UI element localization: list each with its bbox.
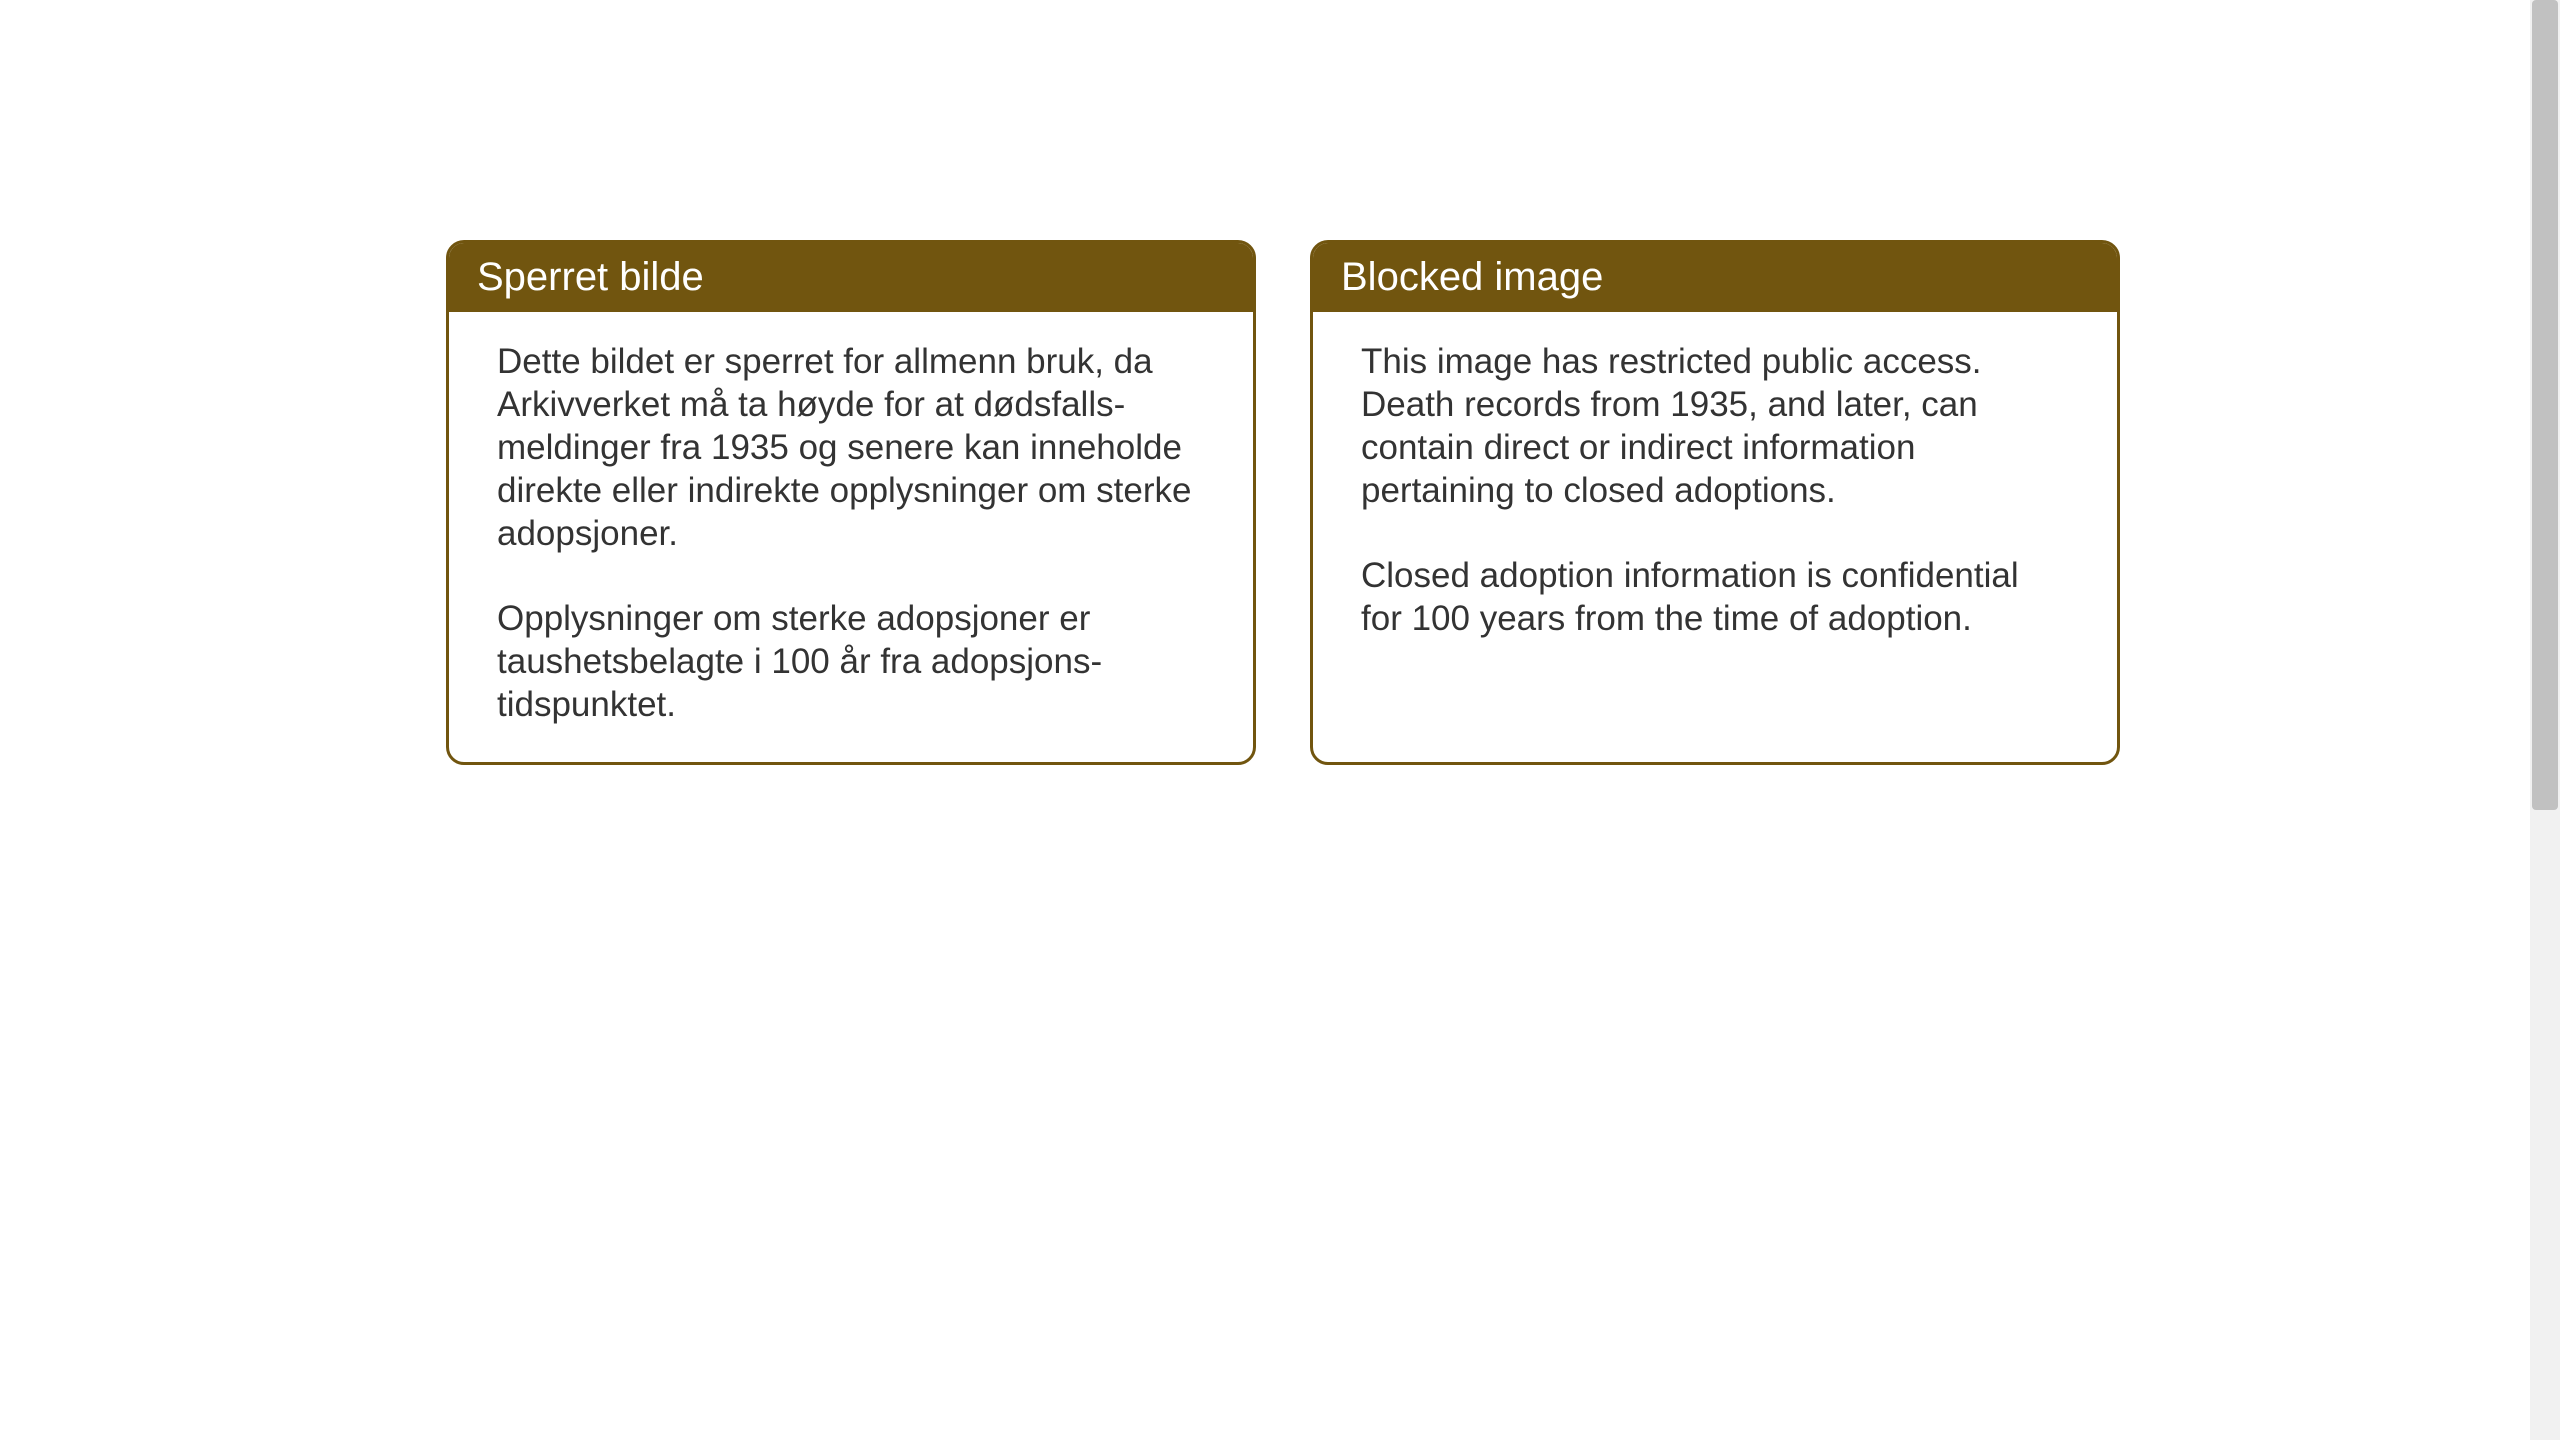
english-info-card: Blocked image This image has restricted … [1310,240,2120,765]
english-card-title: Blocked image [1313,243,2117,312]
english-paragraph-1: This image has restricted public access.… [1361,340,2069,512]
info-cards-container: Sperret bilde Dette bildet er sperret fo… [446,240,2560,765]
vertical-scrollbar-track[interactable] [2530,0,2560,1440]
norwegian-card-title: Sperret bilde [449,243,1253,312]
vertical-scrollbar-thumb[interactable] [2532,0,2558,810]
english-card-body: This image has restricted public access.… [1313,312,2117,712]
norwegian-paragraph-2: Opplysninger om sterke adopsjoner er tau… [497,597,1205,726]
english-paragraph-2: Closed adoption information is confident… [1361,554,2069,640]
norwegian-info-card: Sperret bilde Dette bildet er sperret fo… [446,240,1256,765]
norwegian-card-body: Dette bildet er sperret for allmenn bruk… [449,312,1253,762]
norwegian-paragraph-1: Dette bildet er sperret for allmenn bruk… [497,340,1205,555]
